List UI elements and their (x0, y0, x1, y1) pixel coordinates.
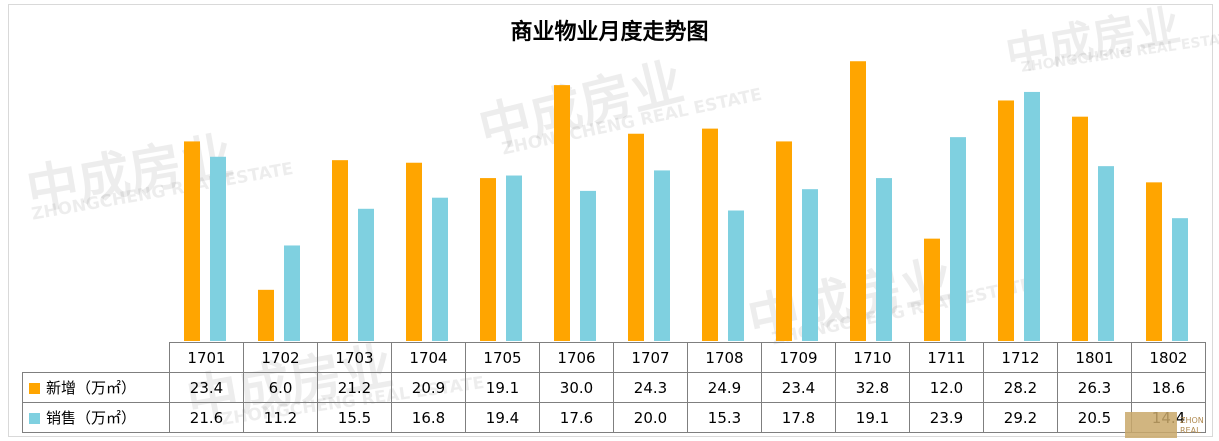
bar-new-1701 (184, 141, 200, 341)
bar-new-1710 (850, 61, 866, 342)
brand-logo-mark: ZHON REAL (1180, 416, 1204, 435)
data-label: 12.0 (909, 372, 984, 403)
bar-sales-1704 (432, 197, 448, 341)
category-label: 1711 (909, 342, 984, 373)
data-label: 26.3 (1057, 372, 1132, 403)
bar-sales-1802 (1172, 218, 1188, 341)
legend-swatch (29, 383, 40, 394)
series-name: 新增（万㎡） (46, 379, 137, 397)
data-label: 15.3 (687, 402, 762, 433)
data-label: 6.0 (243, 372, 318, 403)
bar-sales-1709 (802, 189, 818, 341)
bar-sales-1705 (506, 175, 522, 341)
data-label: 20.0 (613, 402, 688, 433)
category-label: 1708 (687, 342, 762, 373)
bar-sales-1701 (210, 156, 226, 341)
bar-new-1703 (332, 160, 348, 341)
data-label: 23.9 (909, 402, 984, 433)
bar-new-1707 (628, 133, 644, 341)
bar-new-1802 (1146, 182, 1162, 341)
bar-new-1708 (702, 128, 718, 341)
bar-sales-1706 (580, 190, 596, 341)
table-row-series-1: 新增（万㎡） 23.4 6.0 21.2 20.9 19.1 30.0 24.3 24.9 23.… (22, 372, 1206, 403)
category-label: 1702 (243, 342, 318, 373)
chart-title: 商业物业月度走势图 (510, 20, 709, 45)
bar-new-1709 (776, 141, 792, 341)
data-label: 24.9 (687, 372, 762, 403)
bar-sales-1712 (1024, 91, 1040, 341)
data-label: 23.4 (169, 372, 244, 403)
data-label: 18.6 (1131, 372, 1206, 403)
category-label: 1705 (465, 342, 540, 373)
data-label: 11.2 (243, 402, 318, 433)
data-label: 32.8 (835, 372, 910, 403)
data-label: 21.6 (169, 402, 244, 433)
bar-new-1706 (554, 85, 570, 341)
chart-frame (8, 4, 1213, 437)
bar-sales-1708 (728, 210, 744, 341)
data-label: 15.5 (317, 402, 392, 433)
data-label: 19.1 (835, 402, 910, 433)
bar-new-1704 (406, 162, 422, 341)
category-label: 1712 (983, 342, 1058, 373)
bar-sales-1702 (284, 245, 300, 341)
bar-new-1801 (1072, 116, 1088, 341)
data-label: 17.6 (539, 402, 614, 433)
category-label: 1801 (1057, 342, 1132, 373)
series-label: 销售（万㎡） (22, 402, 170, 433)
series-name: 销售（万㎡） (46, 409, 137, 427)
data-label: 21.2 (317, 372, 392, 403)
category-label: 1707 (613, 342, 688, 373)
data-label: 28.2 (983, 372, 1058, 403)
bar-new-1712 (998, 100, 1014, 342)
category-label: 1710 (835, 342, 910, 373)
bar-new-1702 (258, 289, 274, 341)
brand-logo (1125, 412, 1177, 438)
bar-sales-1801 (1098, 166, 1114, 341)
data-label: 19.1 (465, 372, 540, 403)
category-label: 1802 (1131, 342, 1206, 373)
data-label: 17.8 (761, 402, 836, 433)
category-label: 1701 (169, 342, 244, 373)
data-label: 20.9 (391, 372, 466, 403)
data-table: 1701 1702 1703 1704 1705 1706 1707 1708 1709 1710… (22, 342, 1206, 433)
category-label: 1703 (317, 342, 392, 373)
data-label: 16.8 (391, 402, 466, 433)
bar-sales-1703 (358, 208, 374, 341)
data-label: 24.3 (613, 372, 688, 403)
category-label: 1704 (391, 342, 466, 373)
data-label: 29.2 (983, 402, 1058, 433)
table-header-row: 1701 1702 1703 1704 1705 1706 1707 1708 1709 1710… (22, 342, 1206, 373)
category-label: 1706 (539, 342, 614, 373)
bar-new-1705 (480, 178, 496, 341)
data-label: 19.4 (465, 402, 540, 433)
table-corner (22, 342, 170, 373)
bar-sales-1711 (950, 137, 966, 341)
data-label: 23.4 (761, 372, 836, 403)
table-row-series-2: 销售（万㎡） 21.6 11.2 15.5 16.8 19.4 17.6 20.0 15.3 17… (22, 402, 1206, 433)
bar-new-1711 (924, 238, 940, 341)
data-label: 30.0 (539, 372, 614, 403)
series-label: 新增（万㎡） (22, 372, 170, 403)
category-label: 1709 (761, 342, 836, 373)
bar-sales-1707 (654, 170, 670, 341)
legend-swatch (29, 413, 40, 424)
data-label: 20.5 (1057, 402, 1132, 433)
bar-sales-1710 (876, 178, 892, 341)
